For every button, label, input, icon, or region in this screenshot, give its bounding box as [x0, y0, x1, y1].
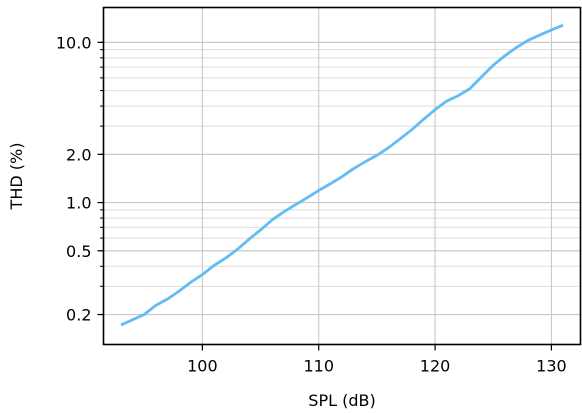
x-axis-label: SPL (dB) [308, 391, 375, 410]
y-axis-label: THD (%) [7, 143, 26, 211]
x-tick-label: 110 [303, 357, 334, 376]
x-tick-label: 120 [420, 357, 451, 376]
plot-frame [102, 6, 582, 346]
x-tick-label: 100 [187, 357, 218, 376]
series-layer [120, 23, 564, 327]
y-tick-label: 0.2 [66, 306, 91, 325]
y-tick-label: 1.0 [66, 194, 91, 213]
y-tick-label: 2.0 [66, 145, 91, 164]
y-tick-label: 10.0 [56, 33, 92, 52]
x-tick-label: 130 [536, 357, 567, 376]
minor-grid [103, 41, 581, 316]
major-grid [103, 7, 581, 345]
y-tick-label: 0.5 [66, 242, 91, 261]
series-line [120, 23, 564, 327]
x-axis-ticks: 100 110 120 130 [187, 344, 567, 376]
y-axis-ticks: 0.2 0.5 1.0 2.0 10.0 [56, 33, 104, 325]
